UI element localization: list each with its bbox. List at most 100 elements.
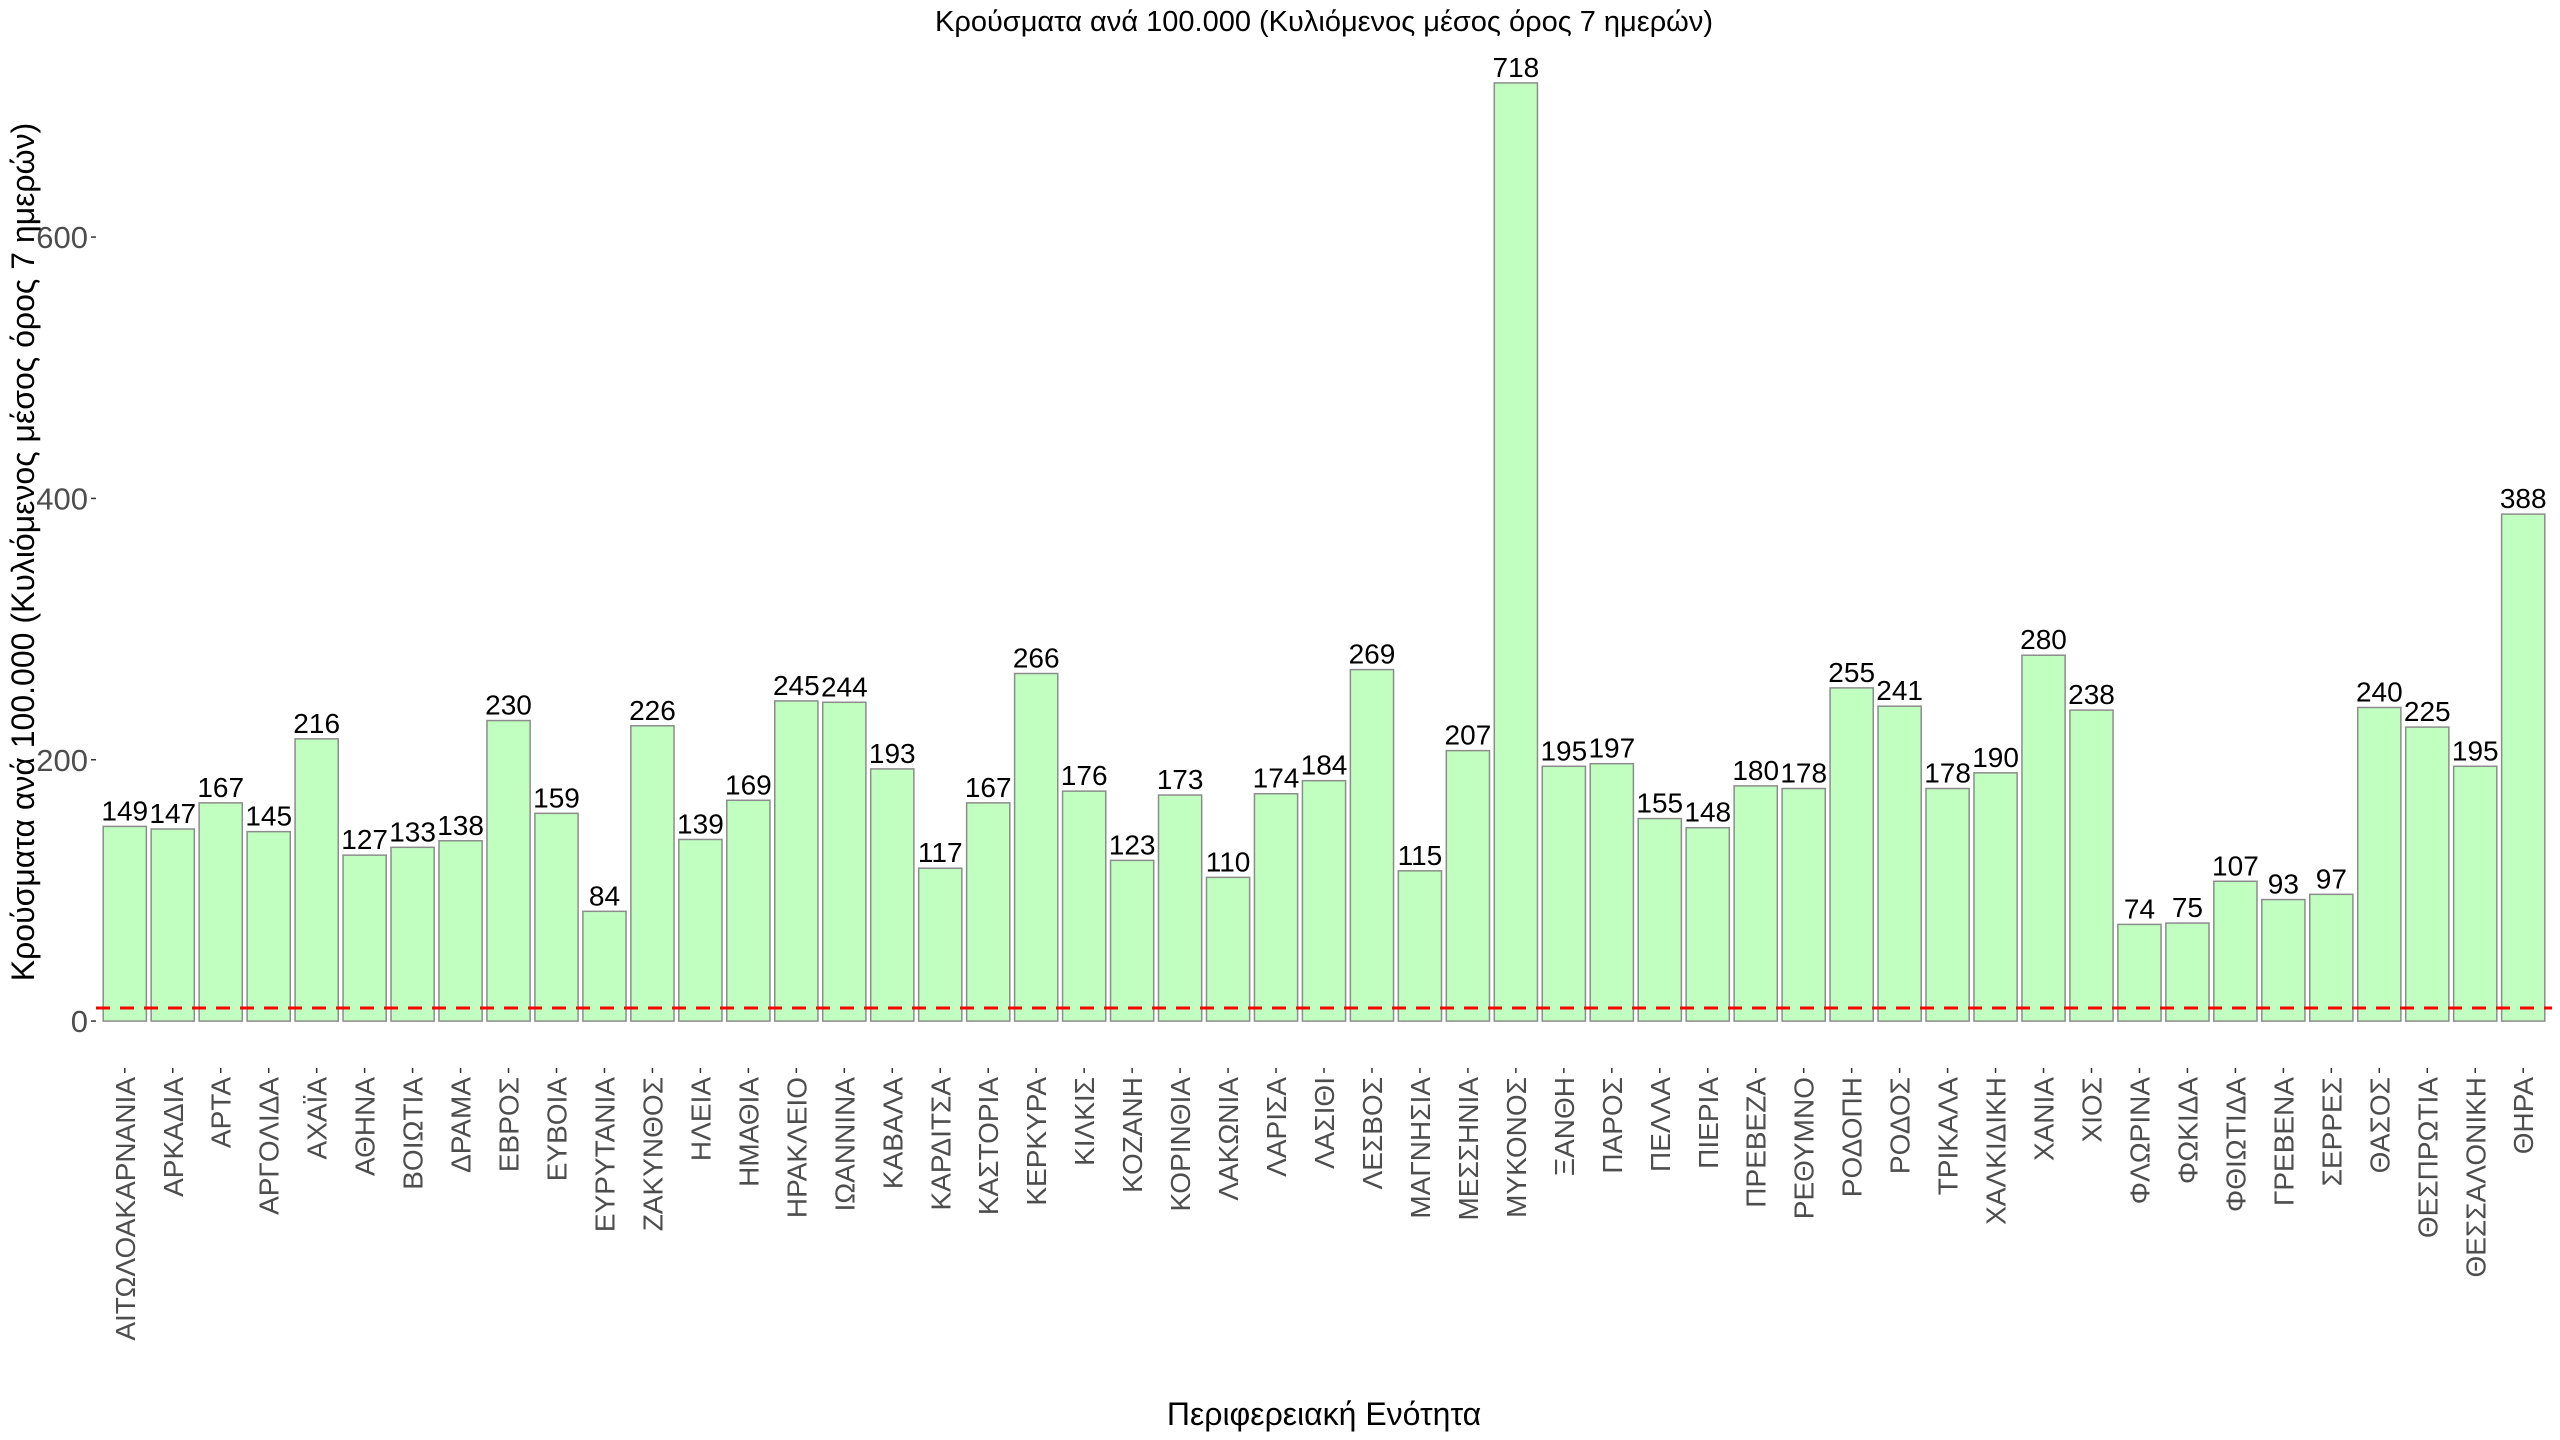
bar-value-label: 178 [1924,758,1971,789]
bar-value-label: 190 [1972,742,2019,773]
chart-bar-47 [2309,893,2354,1022]
x-tick-label: ΒΟΙΩΤΙΑ [398,1077,429,1190]
bar-value-label: 245 [773,670,820,701]
x-tick-label: ΘΑΣΟΣ [2364,1077,2395,1173]
chart-bar-36 [1781,787,1827,1022]
chart-bar-15 [774,700,819,1022]
y-axis: 0 200 400 600 [36,220,96,1039]
y-tick-label: 600 [36,220,88,255]
bar-value-label: 207 [1445,720,1492,751]
chart-bar-28 [1397,870,1443,1022]
x-tick-label: ΜΕΣΣΗΝΙΑ [1453,1077,1484,1221]
chart-bar-14 [726,799,771,1022]
x-tick-label: ΓΡΕΒΕΝΑ [2268,1077,2299,1206]
bar-value-label: 110 [1206,846,1251,877]
bar-value-label: 238 [2068,679,2115,710]
bar-value-label: 184 [1301,750,1348,781]
chart-bar-19 [965,802,1011,1022]
chart-bar-18 [917,867,963,1022]
chart-bar-42 [2069,709,2114,1022]
chart-bar-29 [1445,749,1491,1022]
x-tick-label: ΤΡΙΚΑΛΑ [1933,1077,1964,1196]
chart-bar-11 [582,910,627,1022]
chart-bar-32 [1589,762,1635,1022]
chart-title: Κρούσματα ανά 100.000 (Κυλιόμενος μέσος … [935,6,1713,38]
chart-bar-44 [2165,922,2210,1022]
bar-value-label: 138 [437,810,484,841]
x-tick-label: ΛΕΣΒΟΣ [1357,1077,1388,1189]
x-tick-label: ΠΕΛΛΑ [1645,1077,1676,1172]
chart-bar-51 [2500,513,2546,1022]
chart-bar-22 [1109,859,1155,1022]
chart-bar-12 [630,725,675,1022]
x-tick-label: ΑΡΤΑ [206,1077,237,1148]
x-tick-label: ΘΗΡΑ [2508,1077,2539,1155]
chart-bar-35 [1733,785,1779,1022]
chart-bar-10 [534,812,579,1022]
chart-bar-46 [2261,898,2306,1022]
bar-value-label: 241 [1876,675,1923,706]
chart-bar-25 [1253,792,1299,1022]
bar-value-label: 117 [918,837,963,868]
x-tick-label: ΚΕΡΚΥΡΑ [1021,1077,1052,1206]
bar-value-label: 193 [869,738,916,769]
x-tick-label: ΠΑΡΟΣ [1597,1077,1628,1174]
x-tick-label: ΘΕΣΠΡΩΤΙΑ [2412,1077,2443,1238]
x-tick-label: ΦΛΩΡΙΝΑ [2124,1077,2155,1205]
chart-bar-49 [2404,726,2450,1022]
bar-value-label: 123 [1109,829,1156,860]
x-tick-label: ΦΘΙΩΤΙΔΑ [2220,1077,2251,1212]
chart-bar-9 [486,719,531,1022]
chart-bar-30 [1493,82,1539,1022]
x-tick-label: ΕΒΡΟΣ [494,1077,525,1172]
x-tick-label: ΗΜΑΘΙΑ [733,1077,764,1187]
x-tick-label: ΣΕΡΡΕΣ [2316,1077,2347,1186]
chart-bar-20 [1013,672,1059,1022]
bar-value-label: 195 [2452,735,2499,766]
chart-bar-6 [342,854,387,1022]
x-axis-title: Περιφερειακή Ενότητα [1167,1396,1481,1432]
bar-value-label: 173 [1157,764,1204,795]
x-tick-label: ΡΕΘΥΜΝΟ [1789,1077,1820,1219]
bar-value-label: 388 [2500,483,2547,514]
bar-value-label: 159 [533,782,580,813]
x-tick-label: ΘΕΣΣΑΛΟΝΙΚΗ [2460,1077,2491,1278]
x-tick-label: ΑΧΑΪΑ [302,1077,333,1160]
bar-value-label: 115 [1398,840,1443,871]
bar-value-label: 180 [1732,755,1779,786]
bar-value-label: 226 [629,695,676,726]
chart-bar-4 [246,830,292,1022]
bar-value-label: 197 [1588,733,1635,764]
bar-value-label: 178 [1780,758,1827,789]
bar-value-label: 127 [341,824,388,855]
x-tick-label: ΑΡΚΑΔΙΑ [158,1077,189,1197]
x-tick-label: ΕΥΡΥΤΑΝΙΑ [589,1077,620,1232]
x-tick-label: ΞΑΝΘΗ [1549,1077,1580,1176]
x-tick-label: ΜΥΚΟΝΟΣ [1501,1077,1532,1218]
bar-value-label: 149 [101,795,148,826]
x-axis: ΑΙΤΩΛΟΑΚΑΡΝΑΝΙΑ ΑΡΚΑΔΙΑ ΑΡΤΑ ΑΡΓΟΛΙΔΑ ΑΧΑΪΑ Α… [110,1068,2539,1341]
x-tick-label: ΙΩΑΝΝΙΝΑ [829,1077,860,1212]
chart-bar-2 [150,828,196,1022]
bar-value-label: 718 [1493,52,1540,83]
chart-bar-26 [1301,779,1347,1022]
x-tick-label: ΠΡΕΒΕΖΑ [1741,1077,1772,1208]
x-tick-label: ΔΡΑΜΑ [446,1077,477,1173]
x-tick-label: ΚΟΡΙΝΘΙΑ [1165,1077,1196,1212]
chart-bar-16 [821,701,867,1022]
x-tick-label: ΧΙΟΣ [2077,1077,2108,1143]
x-tick-label: ΗΛΕΙΑ [685,1077,716,1161]
bar-value-label: 145 [245,801,292,832]
bar-value-label: 148 [1684,797,1731,828]
chart-bar-3 [198,802,244,1022]
bar-value-label: 75 [2172,892,2203,923]
x-tick-label: ΛΑΣΙΘΙ [1309,1077,1340,1169]
x-tick-label: ΗΡΑΚΛΕΙΟ [781,1077,812,1218]
x-tick-label: ΚΟΖΑΝΗ [1117,1077,1148,1193]
x-tick-label: ΑΘΗΝΑ [350,1077,381,1176]
chart-bar-33 [1637,817,1683,1022]
chart-bar-21 [1061,790,1107,1022]
x-tick-label: ΖΑΚΥΝΘΟΣ [637,1077,668,1231]
